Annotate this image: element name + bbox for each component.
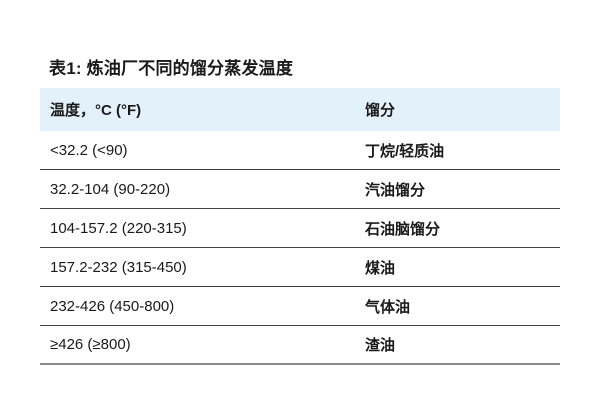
table-row: 32.2-104 (90-220) 汽油馏分 bbox=[40, 170, 560, 209]
fraction-cell: 煤油 bbox=[365, 259, 396, 277]
fraction-cell: 石油脑馏分 bbox=[365, 220, 441, 238]
table-header-row: 温度，°C (°F) 馏分 bbox=[40, 88, 560, 131]
temperature-cell: <32.2 (<90) bbox=[50, 141, 128, 159]
temperature-cell: 32.2-104 (90-220) bbox=[50, 180, 171, 198]
table-body: <32.2 (<90) 丁烷/轻质油 32.2-104 (90-220) 汽油馏… bbox=[40, 131, 560, 365]
header-temperature: 温度，°C (°F) bbox=[50, 102, 142, 119]
temperature-cell: ≥426 (≥800) bbox=[50, 336, 131, 353]
fractions-table: 温度，°C (°F) 馏分 <32.2 (<90) 丁烷/轻质油 32.2-10… bbox=[40, 88, 560, 365]
table-row: 104-157.2 (220-315) 石油脑馏分 bbox=[40, 209, 560, 248]
table-row: 157.2-232 (315-450) 煤油 bbox=[40, 248, 560, 287]
table-title: 表1: 炼油厂不同的馏分蒸发温度 bbox=[49, 59, 294, 78]
fraction-cell: 气体油 bbox=[365, 298, 411, 316]
temperature-cell: 104-157.2 (220-315) bbox=[50, 219, 187, 237]
temperature-cell: 157.2-232 (315-450) bbox=[50, 258, 187, 276]
fraction-cell: 汽油馏分 bbox=[365, 181, 426, 199]
fraction-cell: 渣油 bbox=[365, 337, 396, 354]
table-row: 232-426 (450-800) 气体油 bbox=[40, 287, 560, 326]
fraction-cell: 丁烷/轻质油 bbox=[365, 142, 445, 160]
table-row: ≥426 (≥800) 渣油 bbox=[40, 326, 560, 365]
header-fraction: 馏分 bbox=[365, 102, 396, 119]
temperature-cell: 232-426 (450-800) bbox=[50, 297, 175, 315]
table-row: <32.2 (<90) 丁烷/轻质油 bbox=[40, 131, 560, 170]
